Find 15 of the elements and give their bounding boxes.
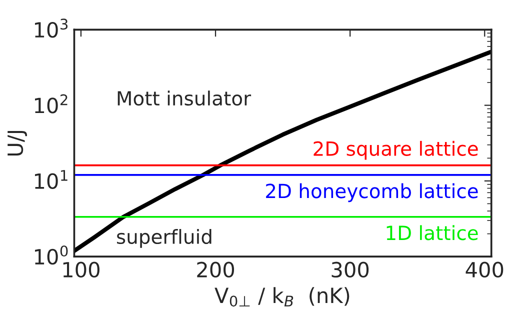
x-tick-label: 300	[332, 262, 369, 278]
ref-line-label: 1D lattice	[386, 225, 478, 240]
ref-line-label: 2D square lattice	[314, 140, 478, 160]
x-axis-title: V$_{0⊥}$ / k$_{B}$ (nK)	[214, 287, 350, 307]
y-tick-label: 10$^{2}$	[34, 94, 68, 114]
annotation: Mott insulator	[118, 90, 252, 106]
y-tick-label: 10$^{3}$	[34, 18, 68, 38]
line-series	[74, 50, 492, 253]
y-tick-label: 10$^{1}$	[34, 170, 68, 189]
y-axis-title: U/J	[8, 130, 27, 156]
ref-line-label: 2D honeycomb lattice	[266, 183, 478, 202]
x-tick-label: 100	[63, 262, 100, 278]
annotation: superfluid	[117, 229, 212, 248]
x-tick-label: 400	[466, 262, 504, 278]
x-tick-label: 200	[197, 262, 234, 278]
